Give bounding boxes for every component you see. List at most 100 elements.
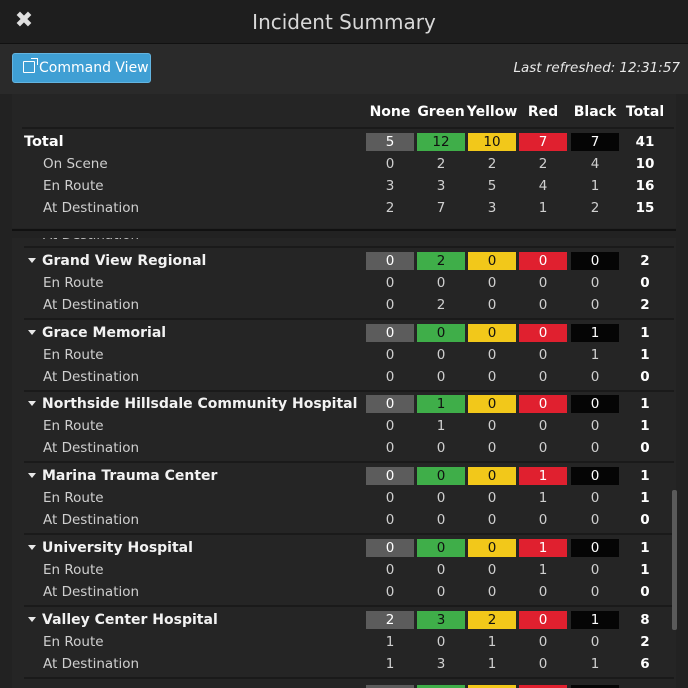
row-label: On Scene (43, 156, 108, 172)
total-value: 1 (640, 347, 650, 363)
title-bar: ✖ Incident Summary (0, 0, 688, 44)
black-value: 0 (590, 584, 600, 600)
clipped-next-row (12, 683, 676, 688)
command-view-button[interactable]: Command View (12, 53, 151, 83)
hospital-row[interactable]: Grand View Regional 0 2 0 0 0 2 (12, 250, 676, 272)
total-value: 1 (640, 540, 650, 556)
row-separator (24, 318, 674, 320)
total-value: 1 (640, 562, 650, 578)
caret-down-icon[interactable] (28, 401, 36, 406)
yellow-value: 0 (487, 418, 497, 434)
caret-down-icon[interactable] (28, 258, 36, 263)
last-refreshed-label: Last refreshed: (513, 60, 616, 76)
last-refreshed: Last refreshed: 12:31:57 (513, 60, 680, 76)
yellow-value: 0 (487, 584, 497, 600)
row-separator (24, 605, 674, 607)
red-value: 0 (538, 656, 548, 672)
red-badge: 0 (519, 252, 567, 270)
red-value: 0 (538, 584, 548, 600)
column-header-red: Red (527, 104, 559, 120)
caret-down-icon[interactable] (28, 545, 36, 550)
green-badge: 0 (417, 324, 465, 342)
red-value: 4 (538, 178, 548, 194)
caret-down-icon[interactable] (28, 473, 36, 478)
hospital-sub-row: At Destination 0 0 0 0 0 0 (12, 366, 676, 388)
green-value: 2 (436, 297, 446, 313)
summary-row: On Scene 0 2 2 2 4 10 (12, 153, 676, 175)
caret-down-icon[interactable] (28, 330, 36, 335)
total-value: 41 (635, 134, 655, 150)
black-value: 1 (590, 347, 600, 363)
scrollbar[interactable] (672, 490, 677, 630)
summary-row: At Destination 2 7 3 1 2 15 (12, 197, 676, 219)
green-value: 1 (436, 418, 446, 434)
total-value: 1 (640, 468, 650, 484)
green-value: 0 (436, 440, 446, 456)
black-badge: 0 (571, 539, 619, 557)
green-value: 7 (436, 200, 446, 216)
row-label: Grace Memorial (42, 325, 167, 341)
row-label: At Destination (43, 297, 140, 313)
yellow-badge: 0 (468, 467, 516, 485)
yellow-badge: 10 (468, 133, 516, 151)
caret-down-icon[interactable] (28, 617, 36, 622)
red-value: 2 (538, 156, 548, 172)
hospital-row[interactable]: Valley Center Hospital 2 3 2 0 1 8 (12, 609, 676, 631)
red-badge (519, 685, 567, 688)
yellow-badge (468, 685, 516, 688)
black-value: 0 (590, 634, 600, 650)
none-badge: 0 (366, 395, 414, 413)
red-value: 0 (538, 297, 548, 313)
close-icon[interactable]: ✖ (14, 8, 34, 33)
hospital-row[interactable]: Grace Memorial 0 0 0 0 1 1 (12, 322, 676, 344)
total-value: 0 (640, 440, 650, 456)
total-value: 8 (640, 612, 650, 628)
window-title: Incident Summary (252, 10, 436, 34)
row-label: At Destination (43, 369, 140, 385)
black-value: 1 (590, 656, 600, 672)
row-label: Marina Trauma Center (42, 468, 218, 484)
red-badge: 1 (519, 467, 567, 485)
black-badge (571, 685, 619, 688)
red-badge: 7 (519, 133, 567, 151)
green-value: 0 (436, 369, 446, 385)
row-label: En Route (43, 275, 104, 291)
green-badge: 3 (417, 611, 465, 629)
yellow-value: 0 (487, 440, 497, 456)
hospital-row[interactable]: Northside Hillsdale Community Hospital 0 1… (12, 393, 676, 415)
hospital-row[interactable]: Marina Trauma Center 0 0 0 1 0 1 (12, 465, 676, 487)
black-value: 0 (590, 275, 600, 291)
row-label: En Route (43, 418, 104, 434)
hospital-sub-row: En Route 0 1 0 0 0 1 (12, 415, 676, 437)
yellow-badge: 0 (468, 252, 516, 270)
yellow-value: 0 (487, 275, 497, 291)
black-value: 0 (590, 369, 600, 385)
column-header-green: Green (417, 104, 465, 120)
summary-panel: None Green Yellow Red Black Total Total 5 12 10 7 7… (12, 94, 676, 228)
red-value: 0 (538, 418, 548, 434)
hospital-sub-row: En Route 1 0 1 0 0 2 (12, 631, 676, 653)
command-view-label: Command View (39, 60, 149, 76)
red-value: 0 (538, 275, 548, 291)
total-value: 1 (640, 418, 650, 434)
red-badge: 1 (519, 539, 567, 557)
yellow-badge: 2 (468, 611, 516, 629)
yellow-value: 0 (487, 562, 497, 578)
black-value: 0 (590, 512, 600, 528)
black-badge: 7 (571, 133, 619, 151)
row-separator (24, 533, 674, 535)
red-value: 0 (538, 512, 548, 528)
black-badge: 1 (571, 611, 619, 629)
yellow-value: 0 (487, 512, 497, 528)
summary-total-row: Total 5 12 10 7 7 41 (12, 131, 676, 153)
none-value: 0 (385, 418, 395, 434)
hospital-sub-row: En Route 0 0 0 0 1 1 (12, 344, 676, 366)
row-label: At Destination (43, 656, 140, 672)
hospital-sub-row: En Route 0 0 0 1 0 1 (12, 487, 676, 509)
row-label: En Route (43, 347, 104, 363)
hospital-row[interactable]: University Hospital 0 0 0 1 0 1 (12, 537, 676, 559)
none-badge: 0 (366, 252, 414, 270)
panel-divider (12, 229, 676, 231)
row-label: En Route (43, 178, 104, 194)
